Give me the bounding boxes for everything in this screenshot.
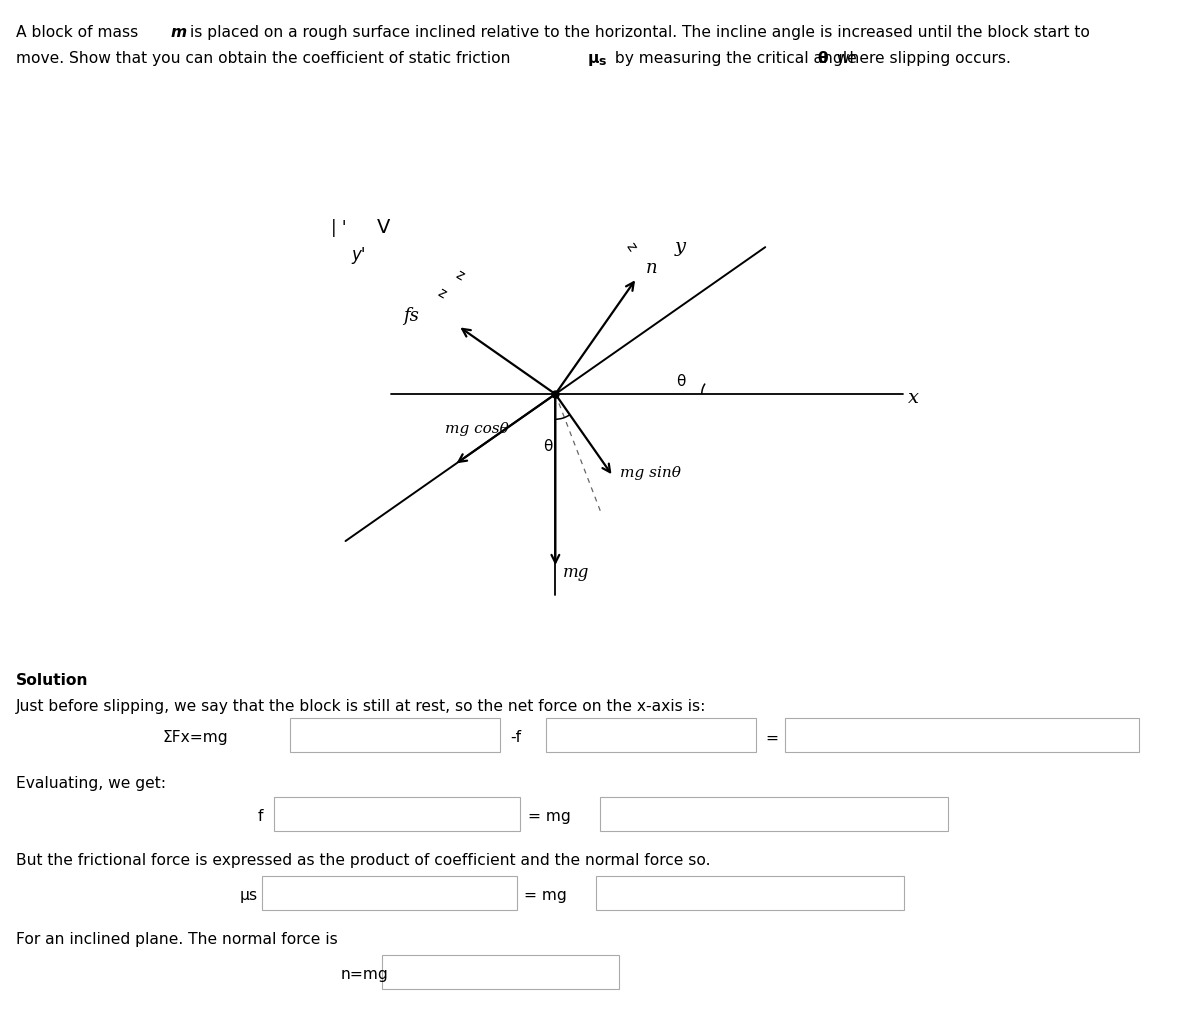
Text: ΣFx=mg: ΣFx=mg <box>162 730 228 746</box>
Text: A block of mass: A block of mass <box>16 25 143 41</box>
Text: x: x <box>907 389 919 407</box>
Text: z: z <box>454 267 467 283</box>
Text: mg sinθ: mg sinθ <box>620 466 682 479</box>
Text: y: y <box>674 238 686 256</box>
Text: mg cosθ: mg cosθ <box>445 421 509 436</box>
Text: V: V <box>377 218 390 237</box>
Text: n=mg: n=mg <box>341 967 389 983</box>
Text: θ: θ <box>817 51 828 66</box>
Text: But the frictional force is expressed as the product of coefficient and the norm: But the frictional force is expressed as… <box>16 853 710 868</box>
Text: μ: μ <box>588 51 600 66</box>
Text: =: = <box>766 730 779 746</box>
Text: θ: θ <box>544 439 553 454</box>
Text: m: m <box>170 25 186 41</box>
Text: Evaluating, we get:: Evaluating, we get: <box>16 776 166 791</box>
Text: where slipping occurs.: where slipping occurs. <box>832 51 1010 66</box>
Text: μs: μs <box>240 888 258 904</box>
Text: is placed on a rough surface inclined relative to the horizontal. The incline an: is placed on a rough surface inclined re… <box>185 25 1090 41</box>
Text: z: z <box>623 239 638 253</box>
Text: n: n <box>646 259 658 278</box>
Text: = mg: = mg <box>528 809 571 825</box>
Text: -f: -f <box>510 730 521 746</box>
Text: For an inclined plane. The normal force is: For an inclined plane. The normal force … <box>16 932 337 947</box>
Text: move. Show that you can obtain the coefficient of static friction: move. Show that you can obtain the coeff… <box>16 51 515 66</box>
Text: z: z <box>436 286 449 302</box>
Text: mg: mg <box>563 564 589 581</box>
Text: Just before slipping, we say that the block is still at rest, so the net force o: Just before slipping, we say that the bl… <box>16 699 706 714</box>
Text: by measuring the critical angle: by measuring the critical angle <box>610 51 862 66</box>
Text: | ': | ' <box>331 219 347 237</box>
Text: f: f <box>258 809 264 825</box>
Text: s: s <box>599 55 606 68</box>
Text: fs: fs <box>403 307 419 325</box>
Text: θ: θ <box>676 374 685 389</box>
Text: y': y' <box>352 246 366 263</box>
Text: Solution: Solution <box>16 673 88 688</box>
Text: = mg: = mg <box>524 888 568 904</box>
